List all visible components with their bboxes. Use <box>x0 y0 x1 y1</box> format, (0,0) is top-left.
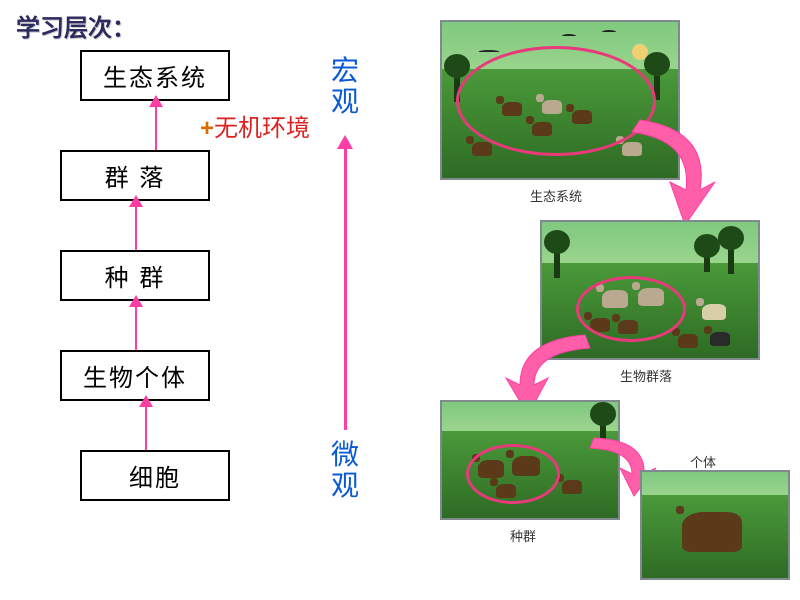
bird-icon <box>562 34 576 38</box>
scale-arrow-stem <box>344 149 347 430</box>
abiotic-annotation: +无机环境 <box>200 108 310 143</box>
arrow-stem-4 <box>145 407 147 450</box>
arrow-head-3 <box>129 295 143 307</box>
arrow-stem-2 <box>135 207 137 250</box>
tree-icon <box>554 248 560 278</box>
macro-label: 宏观 <box>330 56 360 118</box>
level-individual: 生物个体 <box>60 350 210 401</box>
micro-label: 微观 <box>330 440 360 502</box>
animal-icon <box>702 304 726 320</box>
level-population: 种 群 <box>60 250 210 301</box>
caption-ecosystem: 生态系统 <box>530 186 582 205</box>
bird-icon <box>602 30 616 34</box>
animal-icon <box>472 142 492 156</box>
level-cell: 细胞 <box>80 450 230 501</box>
arrow-stem-1 <box>155 107 157 150</box>
arrow-head-4 <box>139 395 153 407</box>
animal-icon <box>682 512 742 552</box>
caption-population: 种群 <box>510 526 536 545</box>
panel-individual <box>640 470 790 580</box>
scale-arrow-head <box>337 135 353 149</box>
arrow-stem-3 <box>135 307 137 350</box>
animal-icon <box>710 332 730 346</box>
arrow-head-1 <box>149 95 163 107</box>
flow-arrow-1 <box>620 110 740 230</box>
tree-icon <box>704 252 710 272</box>
level-ecosystem: 生态系统 <box>80 50 230 101</box>
animal-icon <box>562 480 582 494</box>
animal-icon <box>678 334 698 348</box>
plus-sign: + <box>200 115 214 142</box>
abiotic-text: 无机环境 <box>214 115 310 142</box>
circle-highlight <box>466 444 560 504</box>
page-title: 学习层次： <box>16 8 136 43</box>
bird-icon <box>479 50 500 54</box>
caption-community: 生物群落 <box>620 366 672 385</box>
caption-individual: 个体 <box>690 452 716 471</box>
arrow-head-2 <box>129 195 143 207</box>
level-community: 群 落 <box>60 150 210 201</box>
tree-icon <box>728 244 734 274</box>
